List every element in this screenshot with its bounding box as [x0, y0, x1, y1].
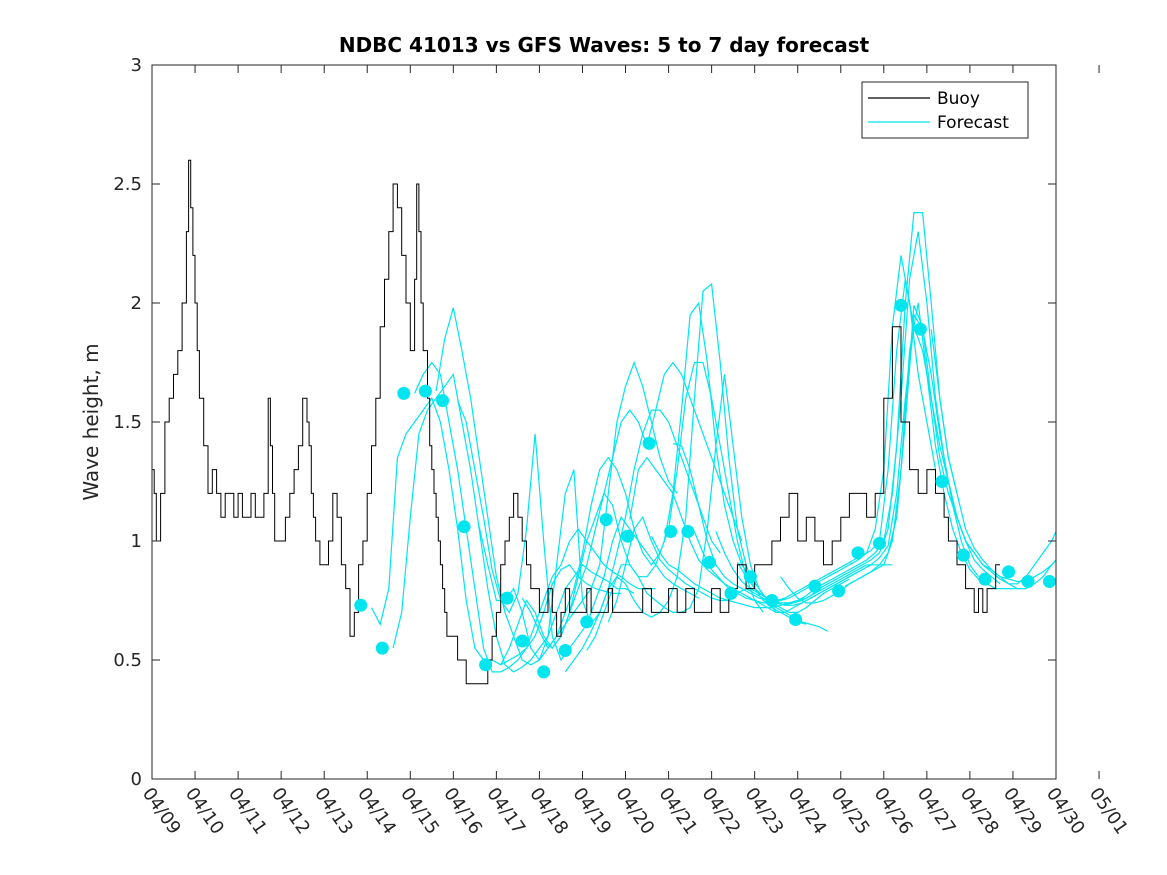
forecast-marker — [580, 615, 594, 629]
legend: Buoy Forecast — [861, 81, 1029, 139]
forecast-marker — [418, 384, 432, 398]
forecast-marker — [873, 536, 886, 550]
forecast-line-2 — [392, 372, 635, 673]
forecast-marker — [743, 570, 757, 584]
forecast-marker — [621, 529, 635, 543]
forecast-marker — [894, 298, 908, 312]
forecast-marker — [765, 594, 779, 607]
forecast-marker — [1021, 575, 1035, 588]
forecast-line-8 — [521, 361, 764, 650]
y-axis-label: Wave height, m — [79, 343, 103, 500]
y-tick-label: 0.5 — [113, 650, 142, 671]
forecast-marker — [1002, 565, 1016, 579]
forecast-markers — [354, 298, 1056, 679]
forecast-marker — [789, 613, 803, 626]
legend-label-forecast: Forecast — [937, 113, 1009, 133]
forecast-marker — [397, 386, 411, 400]
y-tick-label: 3 — [131, 55, 142, 76]
forecast-marker — [354, 598, 368, 612]
forecast-marker — [457, 520, 471, 534]
forecast-marker — [851, 546, 865, 560]
forecast-marker — [935, 475, 949, 488]
forecast-marker — [599, 513, 613, 527]
forecast-line-22 — [887, 313, 1057, 585]
forecast-marker — [436, 394, 450, 408]
legend-box — [861, 81, 1029, 139]
forecast-line-7 — [500, 361, 743, 666]
forecast-marker — [808, 579, 822, 593]
buoy-line — [152, 159, 1000, 685]
forecast-marker — [642, 436, 656, 450]
forecast-line-17 — [715, 212, 958, 606]
forecast-marker — [558, 644, 572, 657]
y-tick-label: 2.5 — [113, 174, 142, 195]
forecast-marker — [500, 591, 514, 605]
forecast-marker — [537, 665, 551, 679]
y-axis: 0 0.5 1 1.5 2 2.5 3 — [113, 55, 1056, 790]
forecast-marker — [956, 548, 970, 562]
forecast-marker — [703, 555, 716, 569]
forecast-marker — [515, 634, 529, 648]
forecast-marker — [664, 525, 678, 538]
forecast-marker — [978, 572, 992, 586]
forecast-line-5 — [457, 400, 699, 662]
forecast-marker — [724, 586, 738, 600]
forecast-marker — [913, 322, 927, 336]
forecast-marker — [479, 658, 493, 672]
forecast-line-11 — [586, 374, 829, 651]
forecast-marker — [1043, 575, 1056, 588]
forecast-line-9 — [543, 301, 785, 649]
forecast-marker — [681, 525, 695, 538]
y-tick-label: 0 — [131, 769, 142, 790]
y-tick-label: 1.5 — [113, 412, 142, 433]
plot-area — [151, 64, 1057, 780]
forecast-marker — [375, 641, 389, 655]
forecast-marker — [832, 584, 846, 598]
y-tick-label: 1 — [131, 531, 142, 552]
chart-title: NDBC 41013 vs GFS Waves: 5 to 7 day fore… — [339, 33, 870, 57]
buoy-series — [152, 159, 1000, 685]
forecast-line-21 — [844, 305, 1057, 590]
forecast-line-1 — [370, 396, 622, 666]
legend-label-buoy: Buoy — [937, 89, 980, 109]
y-tick-label: 2 — [131, 293, 142, 314]
forecast-line-3 — [414, 361, 656, 673]
axes-background — [152, 65, 1056, 779]
forecast-line-14 — [650, 535, 893, 609]
